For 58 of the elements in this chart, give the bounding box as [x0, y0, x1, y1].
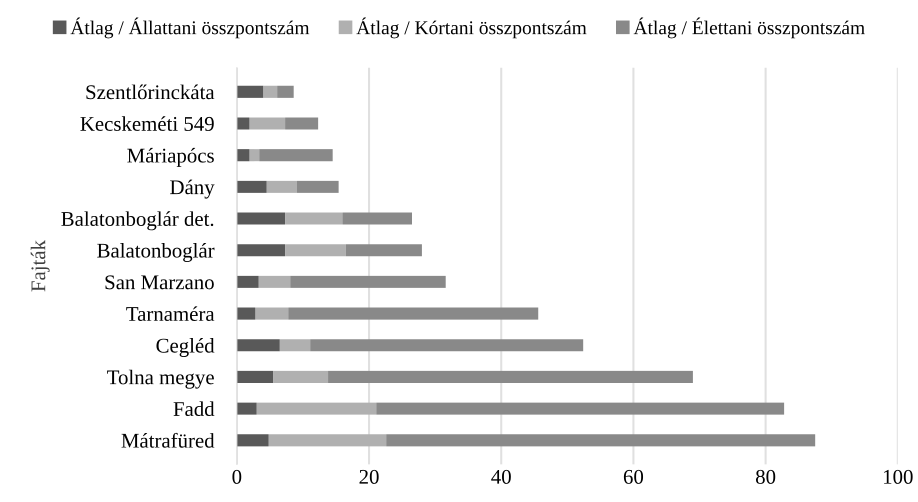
y-axis-title: Fajták [30, 240, 50, 292]
bar [285, 212, 343, 225]
y-tick-label: Tolna megye [107, 370, 214, 389]
legend-label: Átlag / Élettani összpontszám [634, 18, 865, 38]
y-tick-label: Máriapócs [127, 148, 214, 167]
y-tick-label: San Marzano [106, 275, 214, 290]
y-tick-label: Mátrafüred [122, 432, 214, 448]
bar [328, 370, 693, 383]
y-tick-label: Balatonboglár [97, 242, 214, 262]
bar [236, 117, 250, 130]
bar [236, 149, 250, 162]
bar [236, 276, 259, 288]
bar [259, 149, 333, 162]
y-tick-label: Balatonboglár det. [61, 211, 214, 230]
bar [386, 434, 816, 446]
y-tick-label: Kecskeméti 549 [80, 116, 214, 131]
bar [285, 117, 318, 130]
x-tick-label: 0 [232, 470, 242, 484]
bar [255, 308, 288, 320]
bar [249, 149, 260, 162]
y-tick-label: Tarnaméra [126, 306, 214, 322]
y-tick-label: Szentlőrinckáta [86, 84, 214, 100]
bar [236, 370, 274, 383]
legend-label: Átlag / Állattani összpontszám [70, 18, 310, 38]
bar [342, 212, 412, 225]
bar [310, 339, 584, 352]
bar [346, 244, 422, 256]
bar [280, 339, 310, 352]
bar [236, 402, 257, 415]
bar [296, 180, 339, 193]
bar [236, 308, 256, 320]
bar [263, 86, 278, 98]
bar [288, 308, 538, 320]
bar [249, 117, 286, 130]
x-tick-label: 100 [884, 470, 913, 484]
y-tick-label: Fadd [174, 401, 214, 416]
legend-label: Átlag / Kórtani összpontszám [356, 18, 587, 38]
bar [285, 244, 346, 256]
bar [290, 276, 446, 288]
bar [236, 244, 286, 256]
bar [268, 434, 386, 446]
x-tick-label: 40 [491, 470, 511, 484]
bar [236, 86, 264, 98]
bar [273, 370, 328, 383]
x-tick-label: 60 [624, 470, 644, 484]
bar [376, 402, 784, 415]
bar [236, 434, 269, 446]
bar [236, 339, 280, 352]
x-tick-label: 80 [756, 470, 776, 484]
bar [236, 180, 267, 193]
y-tick-label: Cegléd [156, 338, 214, 357]
bar [258, 276, 290, 288]
bar [256, 402, 376, 415]
bar [277, 86, 294, 98]
x-tick-label: 20 [360, 470, 379, 484]
bar [266, 180, 297, 193]
y-tick-label: Dány [170, 180, 215, 199]
bar [236, 212, 286, 225]
